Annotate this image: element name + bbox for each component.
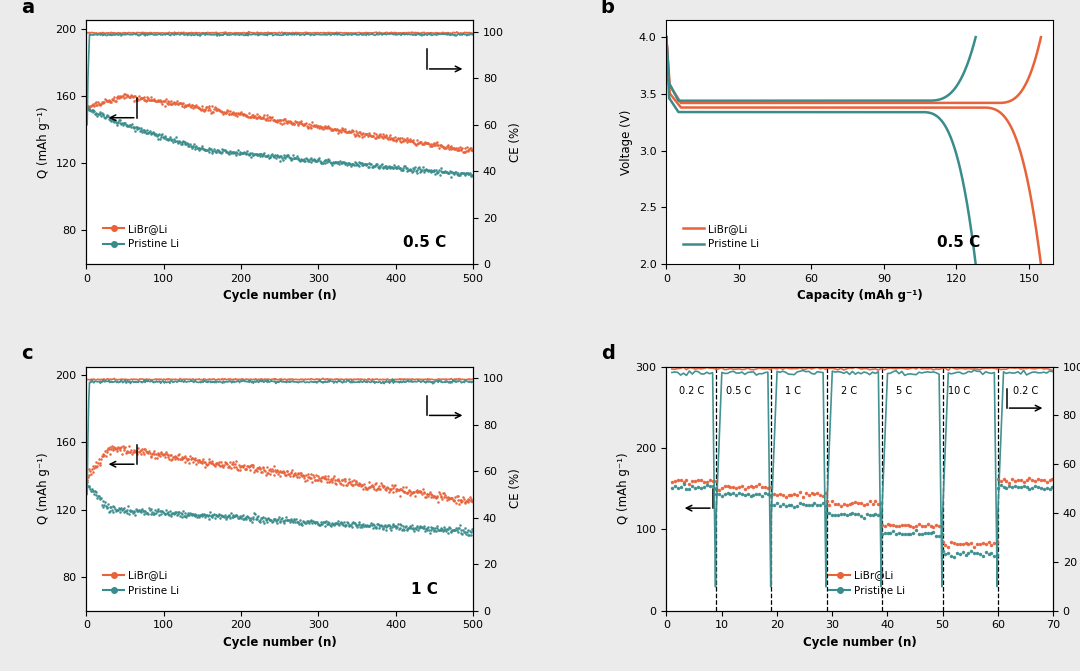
X-axis label: Capacity (mAh g⁻¹): Capacity (mAh g⁻¹) bbox=[797, 289, 922, 303]
Text: 1 C: 1 C bbox=[785, 386, 801, 396]
Legend: LiBr@Li, Pristine Li: LiBr@Li, Pristine Li bbox=[829, 570, 905, 596]
Text: 1 C: 1 C bbox=[411, 582, 438, 597]
Text: d: d bbox=[600, 344, 615, 363]
Text: c: c bbox=[21, 344, 32, 363]
X-axis label: Cycle number (n): Cycle number (n) bbox=[222, 289, 337, 303]
Y-axis label: Q (mAh g⁻¹): Q (mAh g⁻¹) bbox=[617, 453, 630, 525]
Text: 5 C: 5 C bbox=[895, 386, 912, 396]
Legend: LiBr@Li, Pristine Li: LiBr@Li, Pristine Li bbox=[104, 570, 179, 596]
Text: a: a bbox=[21, 0, 33, 17]
Y-axis label: Q (mAh g⁻¹): Q (mAh g⁻¹) bbox=[37, 106, 50, 178]
Text: 0.2 C: 0.2 C bbox=[678, 386, 704, 396]
Text: 0.2 C: 0.2 C bbox=[1013, 386, 1038, 396]
Y-axis label: CE (%): CE (%) bbox=[510, 122, 523, 162]
Legend: LiBr@Li, Pristine Li: LiBr@Li, Pristine Li bbox=[684, 224, 759, 249]
Text: b: b bbox=[600, 0, 615, 17]
Y-axis label: CE (%): CE (%) bbox=[510, 469, 523, 509]
Text: 0.5 C: 0.5 C bbox=[404, 235, 447, 250]
Text: 10 C: 10 C bbox=[948, 386, 970, 396]
X-axis label: Cycle number (n): Cycle number (n) bbox=[802, 636, 917, 649]
Legend: LiBr@Li, Pristine Li: LiBr@Li, Pristine Li bbox=[104, 224, 179, 249]
X-axis label: Cycle number (n): Cycle number (n) bbox=[222, 636, 337, 649]
Text: 0.5 C: 0.5 C bbox=[726, 386, 751, 396]
Text: 2 C: 2 C bbox=[840, 386, 856, 396]
Y-axis label: Q (mAh g⁻¹): Q (mAh g⁻¹) bbox=[37, 453, 50, 525]
Text: 0.5 C: 0.5 C bbox=[937, 235, 981, 250]
Y-axis label: Voltage (V): Voltage (V) bbox=[620, 109, 633, 175]
